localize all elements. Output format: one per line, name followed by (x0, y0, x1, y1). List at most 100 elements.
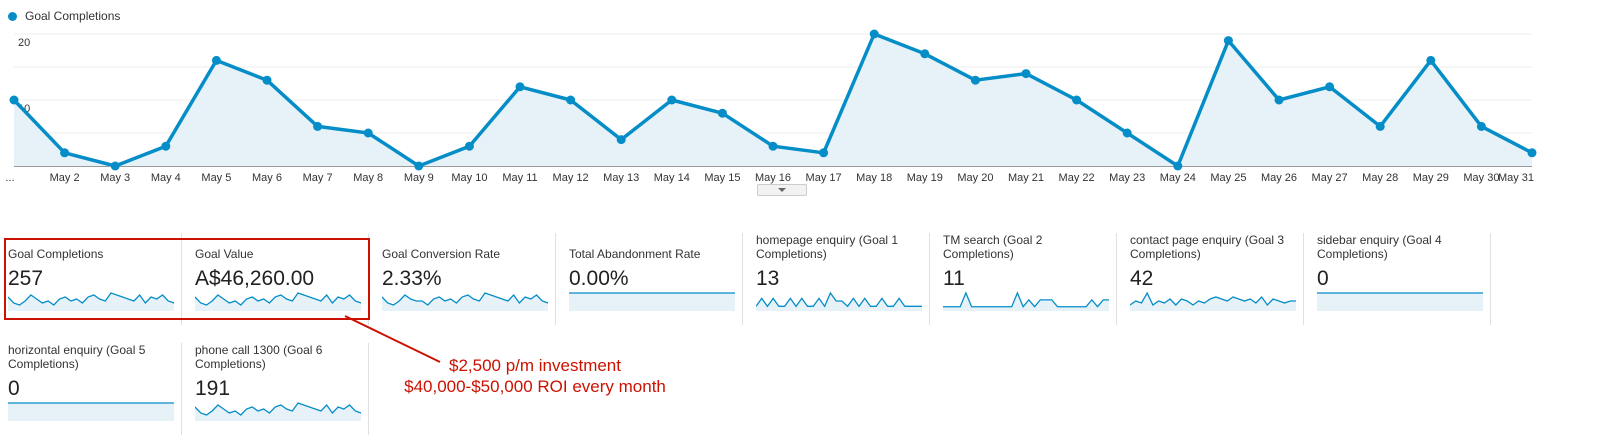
metric-title: horizontal enquiry (Goal 5 Completions) (8, 343, 146, 371)
sparkline-line (8, 292, 174, 306)
sparkline (1130, 291, 1296, 311)
x-tick-label: May 17 (806, 172, 842, 184)
highlight-box (4, 238, 370, 320)
sparkline (195, 402, 361, 421)
data-point (110, 161, 120, 171)
metric-title: Total Abandonment Rate (569, 247, 701, 261)
x-tick-label: May 20 (957, 172, 993, 184)
x-tick-label: May 3 (100, 172, 130, 184)
x-tick-label: May 25 (1210, 172, 1246, 184)
area-fill (14, 34, 1532, 166)
metric-value: A$46,260.00 (195, 267, 315, 290)
data-point (1021, 69, 1031, 79)
legend-dot-icon (8, 11, 17, 21)
x-tick-label: May 6 (252, 172, 282, 184)
data-point (1274, 95, 1284, 105)
sparkline-area (8, 293, 174, 311)
data-point (1122, 128, 1132, 138)
data-point (262, 75, 272, 85)
data-point (819, 148, 829, 158)
metric-value: 2.33% (382, 267, 442, 290)
metric-value: 13 (756, 267, 780, 290)
x-tick-label: May 21 (1008, 172, 1044, 184)
sparkline-area (569, 293, 735, 311)
x-tick-label: May 18 (856, 172, 892, 184)
x-tick-label: May 22 (1059, 172, 1095, 184)
data-point (1223, 36, 1233, 46)
x-tick-label: May 9 (404, 172, 434, 184)
data-point (60, 148, 70, 158)
metric-value: 0 (8, 377, 20, 400)
x-tick-label: May 12 (553, 172, 589, 184)
x-tick-label: May 30 (1463, 172, 1499, 184)
sparkline-area (1317, 293, 1483, 311)
metric-title: Goal Value (195, 247, 254, 261)
metric-tile-goal-1[interactable]: homepage enquiry (Goal 1 Completions) 13 (748, 233, 930, 325)
metric-tile-total-abandonment-rate[interactable]: Total Abandonment Rate 0.00% (561, 233, 743, 325)
sparkline-area (8, 403, 174, 421)
metric-title: contact page enquiry (Goal 3 Completions… (1130, 233, 1285, 261)
annotation-roi: $40,000-$50,000 ROI every month (404, 377, 666, 396)
metric-tile-goal-3[interactable]: contact page enquiry (Goal 3 Completions… (1122, 233, 1304, 325)
metric-tile-goal-completions[interactable]: Goal Completions 257 (0, 233, 182, 325)
metric-tile-goal-5[interactable]: horizontal enquiry (Goal 5 Completions) … (0, 343, 182, 435)
chart-legend[interactable]: Goal Completions (8, 9, 120, 23)
sparkline (569, 292, 735, 311)
sparkline-line (943, 291, 1109, 308)
sparkline-line (756, 291, 922, 308)
x-tick-label: May 10 (451, 172, 487, 184)
data-point (1325, 82, 1335, 92)
data-point (161, 141, 171, 151)
sparkline (1317, 292, 1483, 311)
x-tick-label: May 15 (704, 172, 740, 184)
sparkline-line (195, 402, 361, 416)
x-tick-label: ... (5, 172, 14, 184)
metric-value: 257 (8, 267, 44, 290)
annotation-investment: $2,500 p/m investment (449, 356, 621, 375)
x-tick-label: May 23 (1109, 172, 1145, 184)
data-point (1072, 95, 1082, 105)
metric-title: sidebar enquiry (Goal 4 Completions) (1317, 233, 1442, 261)
sparkline-area (943, 293, 1109, 311)
sparkline (382, 292, 548, 311)
sparkline (943, 291, 1109, 311)
metric-title: Goal Conversion Rate (382, 247, 501, 261)
x-tick-label: May 31 (1498, 172, 1534, 184)
sparkline-line (195, 292, 361, 306)
collapse-chart-button[interactable] (757, 184, 807, 196)
sparkline (8, 292, 174, 311)
data-point (566, 95, 576, 105)
data-point (1426, 55, 1436, 65)
metric-tile-goal-6[interactable]: phone call 1300 (Goal 6 Completions) 191 (187, 343, 369, 435)
sparkline-area (195, 403, 361, 421)
x-tick-label: May 11 (502, 172, 537, 184)
data-point (515, 82, 525, 92)
x-tick-label: May 5 (201, 172, 231, 184)
x-tick-label: May 24 (1160, 172, 1196, 184)
x-tick-label: May 2 (50, 172, 80, 184)
sparkline (756, 291, 922, 311)
data-point (768, 141, 778, 151)
sparkline-line (382, 292, 548, 306)
metric-value: 0 (1317, 267, 1329, 290)
x-tick-label: May 13 (603, 172, 639, 184)
x-tick-label: May 4 (151, 172, 181, 184)
data-point (1476, 121, 1486, 131)
metric-tile-goal-4[interactable]: sidebar enquiry (Goal 4 Completions) 0 (1309, 233, 1491, 325)
metric-title: TM search (Goal 2 Completions) (943, 233, 1043, 261)
data-point (717, 108, 727, 118)
sparkline-area (756, 293, 922, 311)
data-point (464, 141, 474, 151)
x-tick-label: May 14 (654, 172, 690, 184)
metric-value: 0.00% (569, 267, 629, 290)
x-tick-label: May 27 (1312, 172, 1348, 184)
data-point (363, 128, 373, 138)
y-tick-label: 20 (18, 37, 30, 49)
metric-value: 11 (943, 267, 965, 290)
metric-tile-goal-conversion-rate[interactable]: Goal Conversion Rate 2.33% (374, 233, 556, 325)
metric-tile-goal-2[interactable]: TM search (Goal 2 Completions) 11 (935, 233, 1117, 325)
data-point (414, 161, 424, 171)
legend-label: Goal Completions (25, 9, 121, 23)
